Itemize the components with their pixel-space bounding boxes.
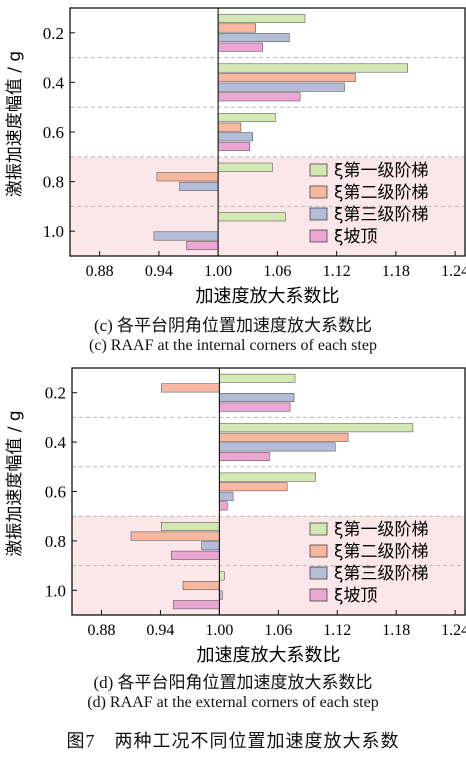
bar-step2-1.0 [182, 581, 220, 590]
x-tick-label: 1.18 [382, 622, 410, 639]
panel-c-caption-en: (c) RAAF at the internal corners of each… [89, 337, 377, 354]
y-tick-label: 0.2 [43, 24, 64, 43]
bar-step3-0.6 [219, 491, 234, 501]
legend-swatch-step2 [309, 544, 328, 558]
bar-step1-0.8 [217, 162, 273, 172]
x-tick-label: 1.06 [263, 263, 291, 280]
bar-slope-1.0 [186, 241, 219, 251]
y-axis-label: 激振加速度幅值 / g [5, 51, 25, 197]
x-tick-label: 1.00 [204, 263, 232, 280]
bar-slope-0.4 [219, 452, 270, 461]
legend-label-step2: ξ第二级阶梯 [334, 183, 428, 203]
bar-step3-0.4 [217, 82, 345, 92]
bar-slope-0.4 [217, 92, 301, 102]
legend-label-slope: ξ坡顶 [334, 586, 377, 606]
bar-slope-0.6 [217, 141, 250, 151]
figure-caption: 图7 两种工况不同位置加速度放大系数 [66, 731, 400, 751]
x-tick-label: 0.88 [87, 622, 115, 639]
x-tick-label: 1.24 [441, 263, 466, 280]
bar-step3-1.0 [153, 231, 219, 241]
x-axis-label: 加速度放大系数比 [196, 286, 340, 307]
legend-swatch-slope [309, 229, 328, 243]
bar-step1-0.8 [161, 522, 220, 531]
bar-step3-0.8 [179, 181, 219, 191]
panel-d-caption-zh: (d) 各平台阳角位置加速度放大系数比 [93, 673, 373, 692]
bar-slope-0.8 [170, 550, 220, 560]
bar-slope-0.2 [217, 42, 263, 52]
panel-c-caption-zh: (c) 各平台阴角位置加速度放大系数比 [93, 316, 373, 335]
bar-step1-1.0 [217, 212, 286, 222]
chart-panel-d: 0.2 0.4 0.6 0.8 1.0 0.88 0.94 1.00 1.06 1.12 1.18 1… [5, 367, 466, 666]
x-tick-label: 1.12 [323, 622, 351, 639]
bar-step1-0.2 [219, 373, 296, 383]
bar-step2-0.8 [130, 531, 220, 541]
legend-label-step3: ξ第三级阶梯 [334, 564, 428, 584]
legend-label-step1: ξ第一级阶梯 [334, 520, 428, 540]
bar-step3-0.6 [217, 132, 253, 142]
y-tick-label: 0.6 [45, 483, 66, 502]
x-tick-label: 0.94 [146, 622, 174, 639]
y-tick-label: 0.2 [45, 384, 66, 403]
bar-slope-0.6 [219, 501, 228, 511]
legend-swatch-step2 [309, 185, 328, 199]
legend-label-step1: ξ第一级阶梯 [334, 161, 428, 181]
legend-swatch-step1 [309, 522, 328, 536]
bar-slope-1.0 [172, 600, 220, 610]
x-tick-label: 1.06 [264, 622, 292, 639]
bar-step2-0.4 [217, 73, 356, 83]
legend-label-step2: ξ第二级阶梯 [334, 542, 428, 562]
y-tick-label: 0.4 [43, 73, 65, 92]
legend-swatch-step3 [309, 566, 328, 580]
bar-step3-0.2 [217, 33, 290, 43]
bar-step2-0.6 [219, 482, 288, 492]
legend-swatch-step1 [309, 163, 328, 177]
legend-label-slope: ξ坡顶 [334, 227, 377, 247]
bar-step3-0.2 [219, 393, 295, 402]
bar-step1-0.2 [217, 13, 306, 23]
y-tick-label: 1.0 [43, 222, 64, 241]
bar-step2-0.2 [161, 383, 220, 393]
bar-step2-0.8 [156, 172, 219, 182]
y-tick-label: 1.0 [45, 581, 66, 600]
x-tick-label: 1.00 [205, 622, 233, 639]
x-axis-label: 加速度放大系数比 [197, 645, 341, 666]
x-tick-label: 1.12 [323, 263, 351, 280]
y-tick-label: 0.4 [45, 433, 67, 452]
y-tick-label: 0.8 [43, 173, 64, 192]
x-tick-label: 1.18 [382, 263, 410, 280]
bar-slope-0.2 [219, 402, 291, 412]
y-axis-label: 激振加速度幅值 / g [5, 410, 25, 556]
bar-step3-0.4 [219, 442, 336, 452]
bar-step1-0.6 [219, 472, 316, 482]
bar-step1-0.4 [217, 63, 408, 73]
bar-step2-0.2 [217, 23, 256, 33]
x-tick-label: 0.88 [86, 263, 114, 280]
legend-swatch-step3 [309, 207, 328, 221]
panel-d-caption-en: (d) RAAF at the external corners of each… [87, 694, 379, 711]
bar-step3-0.8 [201, 541, 220, 551]
bar-step2-0.6 [217, 122, 242, 132]
bar-step1-0.4 [219, 423, 414, 433]
bar-step2-0.4 [219, 432, 349, 442]
chart-panel-c: 0.2 0.4 0.6 0.8 1.0 0.88 0.94 1.00 1.06 1.12 1.18 1… [5, 7, 466, 307]
bar-step1-0.6 [217, 113, 276, 123]
y-tick-label: 0.8 [45, 532, 66, 551]
bar-step1-1.0 [219, 571, 225, 581]
x-tick-label: 1.24 [441, 622, 466, 639]
legend-label-step3: ξ第三级阶梯 [334, 205, 428, 225]
x-tick-label: 0.94 [145, 263, 173, 280]
y-tick-label: 0.6 [43, 123, 64, 142]
legend-swatch-slope [309, 588, 328, 602]
